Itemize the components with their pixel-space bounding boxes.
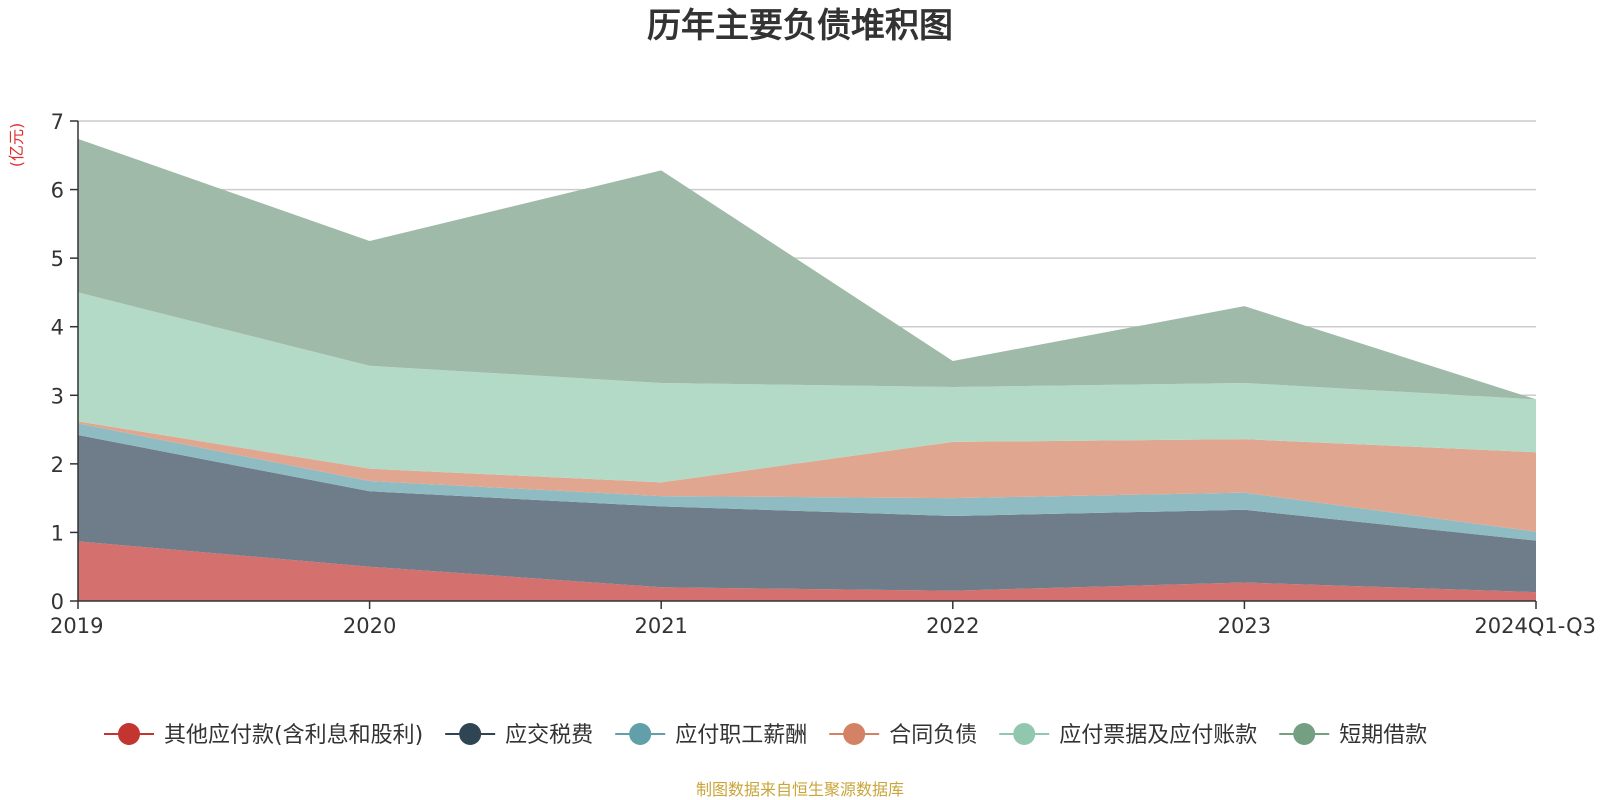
legend-label: 应付票据及应付账款 — [1059, 723, 1257, 748]
data-source-note: 制图数据来自恒生聚源数据库 — [696, 780, 904, 799]
legend-marker — [1013, 723, 1036, 745]
y-tick-label: 0 — [51, 590, 64, 614]
area-series-5 — [78, 138, 1536, 400]
legend-item-5[interactable]: 短期借款 — [1279, 723, 1427, 748]
legend-item-4[interactable]: 应付票据及应付账款 — [999, 723, 1257, 748]
legend-marker — [118, 723, 140, 745]
legend-label: 应付职工薪酬 — [675, 723, 807, 748]
area-series — [78, 138, 1536, 601]
legend-label: 短期借款 — [1339, 723, 1427, 748]
legend-label: 应交税费 — [505, 723, 593, 748]
x-tick-label: 2023 — [1218, 614, 1271, 638]
y-tick-label: 5 — [51, 247, 64, 271]
area-series-4 — [78, 292, 1536, 483]
legend-item-2[interactable]: 应付职工薪酬 — [615, 723, 807, 748]
x-tick-label: 2021 — [634, 614, 687, 638]
legend-item-3[interactable]: 合同负债 — [829, 723, 977, 748]
area-series-1 — [78, 435, 1536, 593]
y-tick-label: 3 — [51, 384, 64, 408]
x-tick-label: 2024Q1-Q3 — [1474, 614, 1596, 638]
x-tick-label: 2022 — [926, 614, 979, 638]
legend[interactable]: 其他应付款(含利息和股利) 应交税费 应付职工薪酬 合同负债 应付票据及应付账款 短期借款 — [104, 723, 1427, 748]
y-tick-label: 6 — [51, 179, 64, 203]
legend-label: 合同负债 — [889, 723, 977, 748]
y-tick-label: 1 — [51, 521, 64, 545]
y-tick-label: 7 — [51, 110, 64, 134]
axes: 0 1 2 3 4 5 6 7 2019 2020 2021 2022 2023 2024Q1-Q3 — [50, 110, 1596, 638]
legend-item-0[interactable]: 其他应付款(含利息和股利) — [104, 723, 423, 748]
y-axis-unit: (亿元) — [7, 123, 26, 168]
area-series-0 — [78, 541, 1536, 601]
legend-label: 其他应付款(含利息和股利) — [164, 723, 423, 748]
area-series-3 — [78, 421, 1536, 532]
area-series-2 — [78, 423, 1536, 541]
legend-marker — [1293, 723, 1316, 745]
x-tick-label: 2019 — [50, 614, 103, 638]
y-tick-label: 4 — [51, 316, 64, 340]
legend-marker — [459, 723, 482, 745]
x-tick-label: 2020 — [343, 614, 396, 638]
legend-marker — [843, 723, 866, 745]
legend-marker — [629, 723, 652, 745]
y-tick-label: 2 — [51, 453, 64, 477]
chart-title: 历年主要负债堆积图 — [647, 6, 953, 46]
legend-item-1[interactable]: 应交税费 — [445, 723, 593, 748]
